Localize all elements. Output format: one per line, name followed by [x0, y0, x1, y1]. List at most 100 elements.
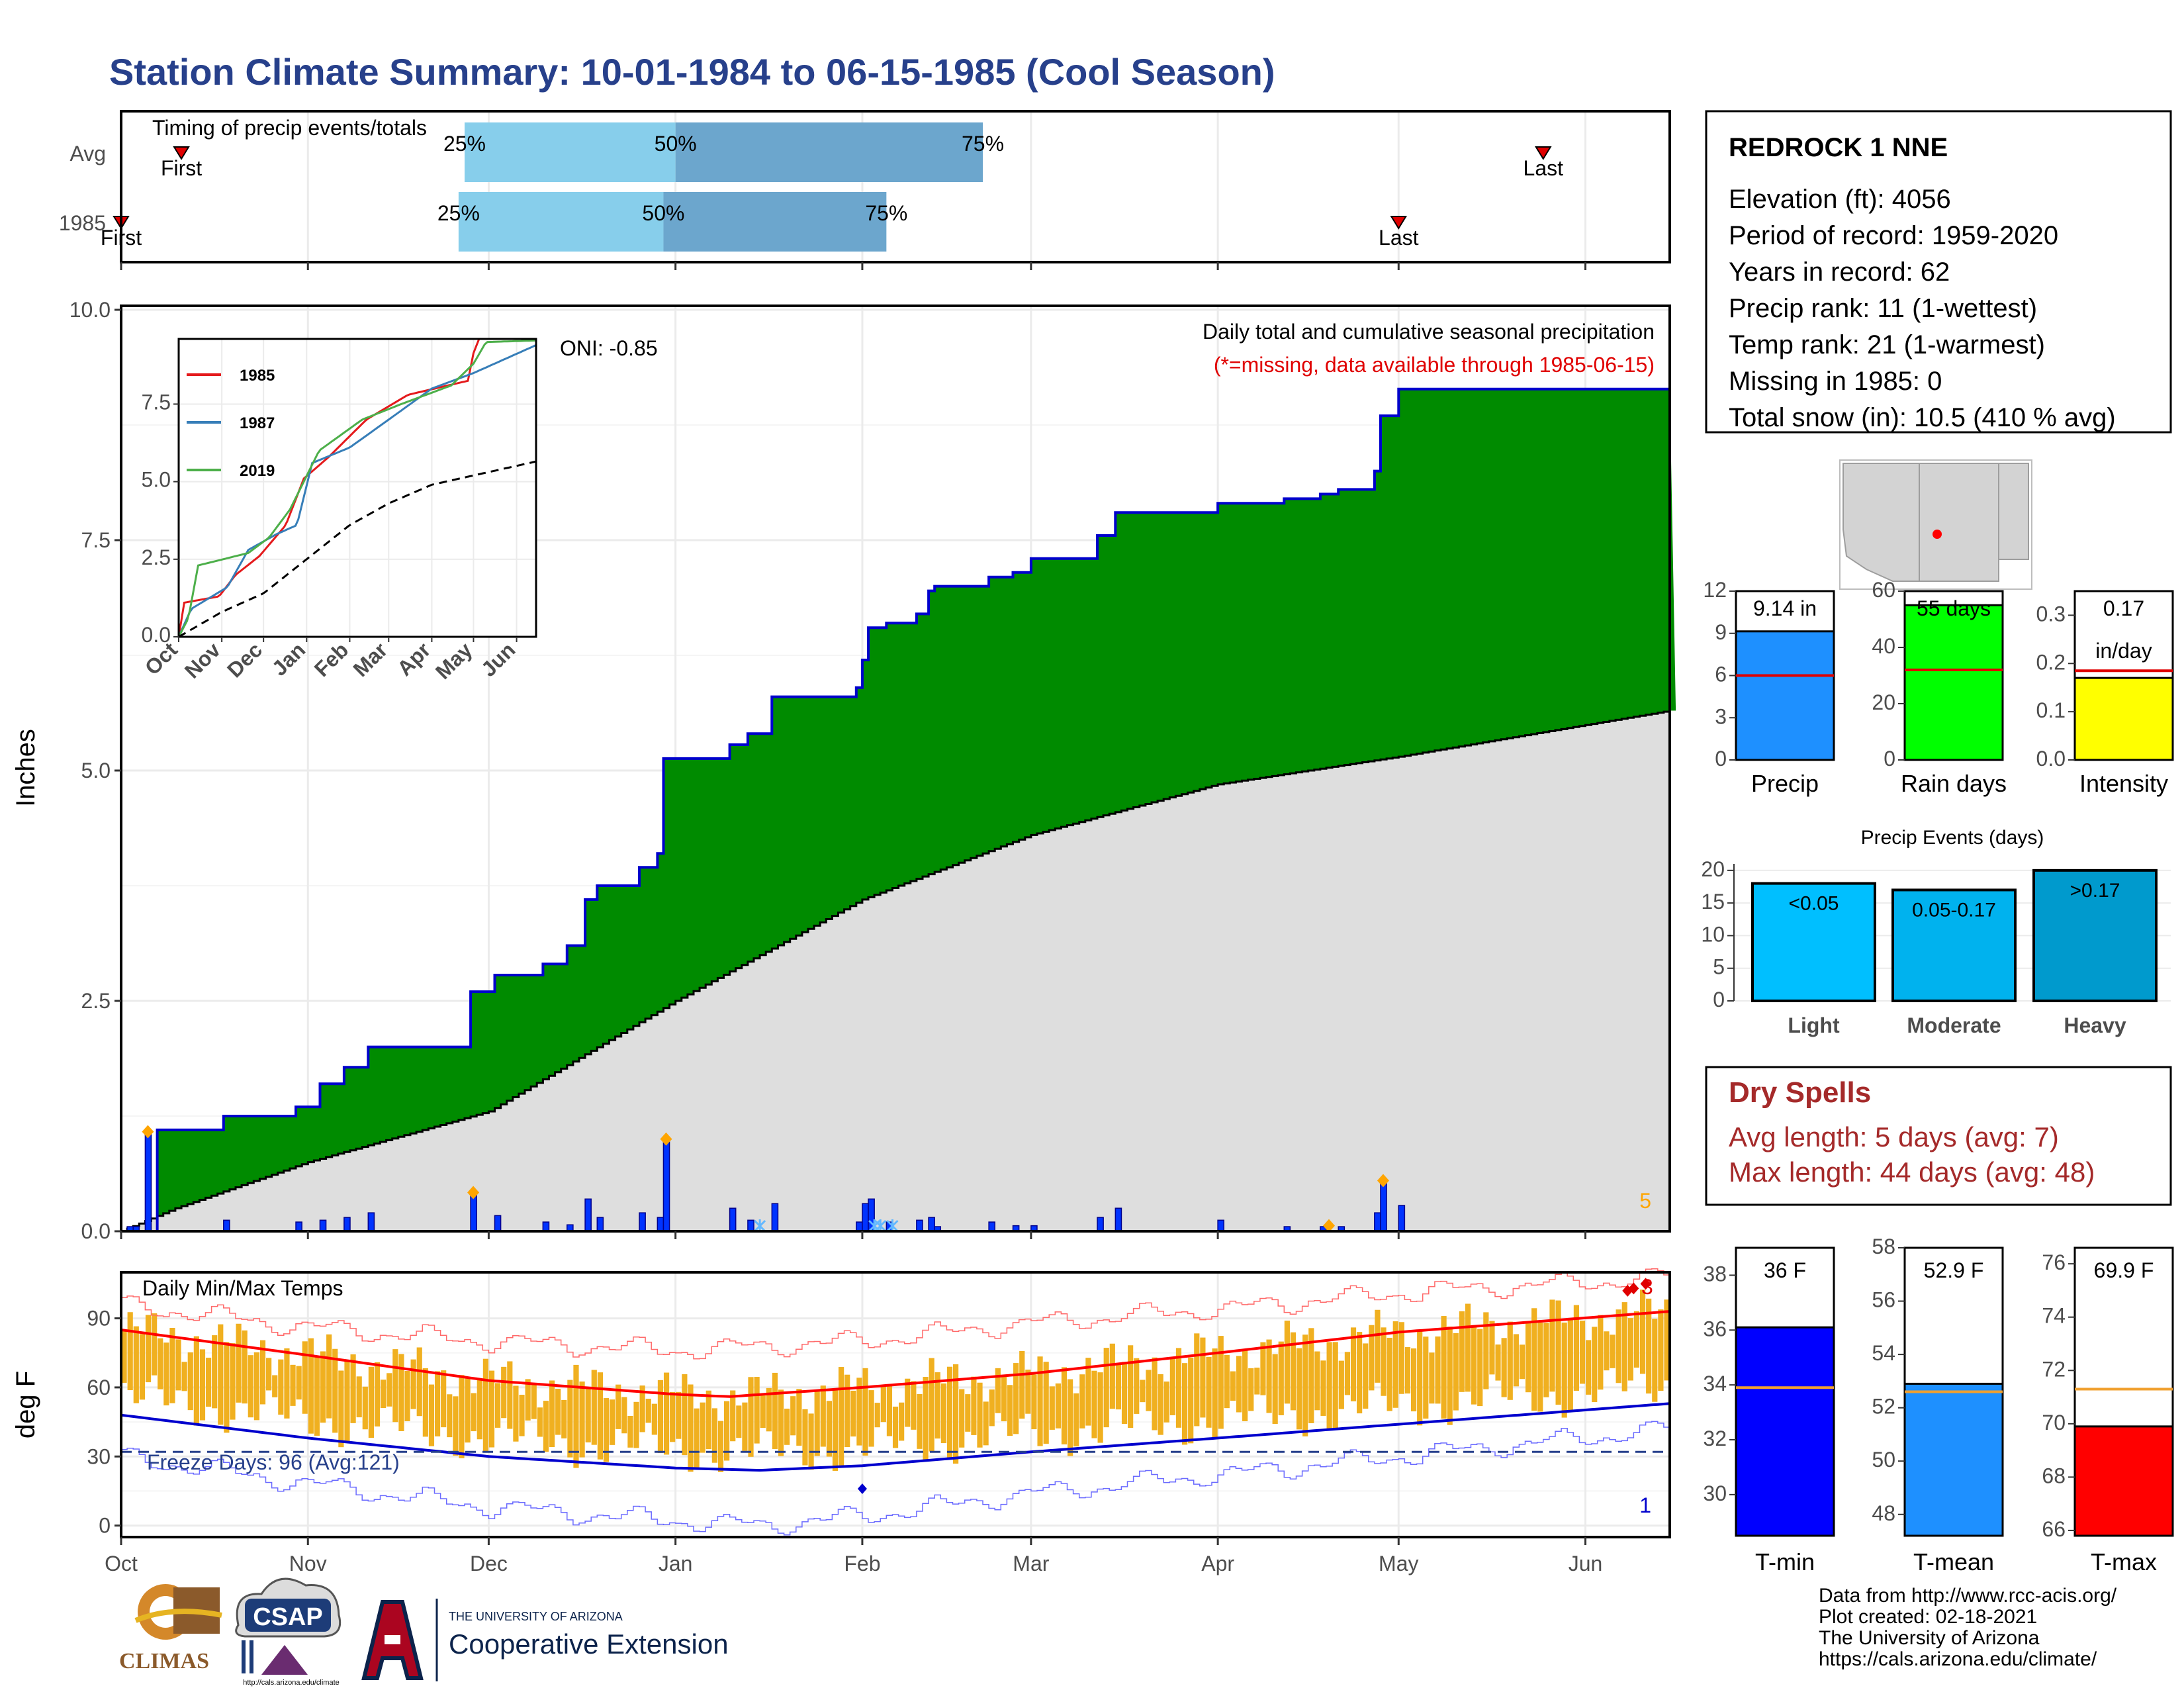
temp-summary-value-bar: [2073, 1425, 2174, 1537]
daily-temp-bar: [814, 1389, 820, 1456]
inset-line-1987: [177, 344, 537, 637]
daily-temp-bar: [169, 1328, 175, 1403]
daily-temp-bar: [296, 1366, 302, 1400]
precip-events-chart: Precip Events (days) 0 5 10 15 20 <0.05 Light 0…: [1701, 827, 2171, 1037]
daily-precip-bar: [916, 1219, 923, 1232]
daily-temp-bar: [1615, 1309, 1621, 1383]
temp-panel-title: Daily Min/Max Temps: [142, 1276, 343, 1300]
daily-temp-bar: [416, 1347, 422, 1417]
daily-temp-bar: [597, 1372, 603, 1460]
daily-precip-bar: [928, 1217, 935, 1232]
daily-temp-bar: [525, 1379, 531, 1421]
dry-spells-max: Max length: 44 days (avg: 48): [1729, 1156, 2095, 1188]
daily-temp-bar: [495, 1383, 501, 1428]
daily-temp-bar: [880, 1386, 886, 1423]
daily-temp-bar: [1664, 1299, 1670, 1381]
daily-temp-bar: [874, 1403, 880, 1428]
daily-temp-bar: [1633, 1311, 1640, 1368]
csap-logo: CSAP http://cals.arizona.edu/climate: [235, 1577, 341, 1687]
events-bar-inner-label: >0.17: [2070, 880, 2120, 902]
daily-temp-bar: [326, 1334, 332, 1419]
daily-temp-bar: [1513, 1334, 1519, 1387]
daily-temp-bar: [670, 1391, 676, 1442]
first-event-marker: [173, 146, 190, 160]
daily-temp-bar: [705, 1390, 711, 1450]
summary-value-label: 9.14 in: [1753, 596, 1817, 620]
precip-y-axis-label: Inches: [11, 729, 40, 807]
daily-temp-bar: [1055, 1383, 1061, 1429]
daily-temp-bar: [1627, 1318, 1633, 1381]
daily-temp-bar: [338, 1370, 344, 1448]
daily-temp-bar: [555, 1388, 561, 1435]
daily-temp-bar: [1242, 1349, 1248, 1421]
daily-temp-bar: [549, 1380, 555, 1448]
daily-temp-bar: [1387, 1337, 1392, 1411]
daily-temp-bar: [230, 1343, 236, 1420]
daily-temp-bar: [1073, 1393, 1079, 1447]
temp-summary-y-tick-label: 52: [1872, 1395, 1895, 1419]
freeze-days-label: Freeze Days: 96 (Avg:121): [147, 1450, 400, 1474]
temp-y-tick-label: 60: [87, 1376, 111, 1399]
daily-temp-bar: [410, 1359, 416, 1409]
daily-precip-bar: [988, 1221, 995, 1232]
daily-temp-bar: [1121, 1362, 1128, 1425]
daily-temp-bar: [1429, 1352, 1435, 1404]
daily-temp-bar: [471, 1393, 477, 1432]
inset-legend-label: 2019: [240, 462, 275, 480]
daily-temp-bar: [133, 1326, 139, 1403]
daily-temp-bar: [603, 1398, 610, 1462]
daily-precip-bar: [223, 1219, 230, 1232]
daily-temp-bar: [1212, 1348, 1218, 1438]
daily-temp-bar: [772, 1372, 778, 1449]
daily-temp-bar: [482, 1358, 488, 1452]
daily-precip-bar: [584, 1198, 592, 1232]
daily-temp-bar: [1332, 1342, 1338, 1429]
daily-temp-bar: [784, 1408, 790, 1445]
daily-temp-bar: [1610, 1335, 1615, 1368]
daily-temp-bar: [1459, 1311, 1465, 1392]
inset-y-tick-label: 7.5: [142, 390, 171, 414]
daily-temp-bar: [1278, 1341, 1284, 1415]
daily-temp-bar: [1453, 1333, 1459, 1411]
record-low-count: 1: [1639, 1493, 1651, 1517]
daily-temp-bar: [688, 1384, 694, 1472]
inset-legend-label: 1985: [240, 367, 275, 385]
daily-precip-bar: [662, 1139, 670, 1232]
climas-logo: CLIMAS: [119, 1584, 222, 1673]
dry-spells-title: Dry Spells: [1729, 1076, 1871, 1109]
daily-temp-bar: [314, 1356, 320, 1436]
daily-temp-bar: [212, 1335, 218, 1409]
daily-temp-bar: [1284, 1320, 1290, 1404]
daily-temp-bar: [152, 1313, 158, 1376]
station-info-box: REDROCK 1 NNE Elevation (ft): 4056 Perio…: [1705, 110, 2172, 434]
daily-temp-bar: [1181, 1363, 1188, 1445]
daily-temp-bar: [1001, 1376, 1007, 1422]
last-event-label: Last: [1379, 226, 1419, 250]
temp-summary-category-label: T-mean: [1913, 1548, 1994, 1575]
daily-temp-bar: [826, 1401, 832, 1457]
temp-summary-y-tick-label: 32: [1703, 1427, 1727, 1450]
record-low-marker: [857, 1483, 867, 1494]
events-bar-heavy: [2032, 868, 2158, 1003]
station-location-marker: [1933, 530, 1942, 539]
daily-precip-bar: [747, 1219, 754, 1232]
daily-temp-bar: [989, 1389, 995, 1427]
daily-temp-bar: [447, 1394, 453, 1438]
daily-temp-bar: [320, 1351, 326, 1423]
daily-temp-bar: [839, 1367, 844, 1467]
daily-temp-bar: [1549, 1299, 1555, 1392]
record-high-line: [121, 1268, 1670, 1360]
daily-temp-bar: [645, 1399, 651, 1423]
inset-line-2019: [177, 339, 537, 637]
daily-temp-bar: [1435, 1336, 1441, 1404]
daily-temp-bar: [1531, 1308, 1537, 1411]
daily-temp-bar: [585, 1388, 591, 1443]
daily-temp-bar: [404, 1371, 410, 1422]
station-missing: Missing in 1985: 0: [1729, 367, 1942, 396]
daily-temp-bar: [1507, 1321, 1513, 1400]
credit-plot-created: Plot created: 02-18-2021: [1819, 1606, 2037, 1628]
daily-temp-bar: [1586, 1340, 1592, 1395]
inset-y-tick-label: 2.5: [142, 545, 171, 569]
inset-y-tick-label: 5.0: [142, 468, 171, 492]
